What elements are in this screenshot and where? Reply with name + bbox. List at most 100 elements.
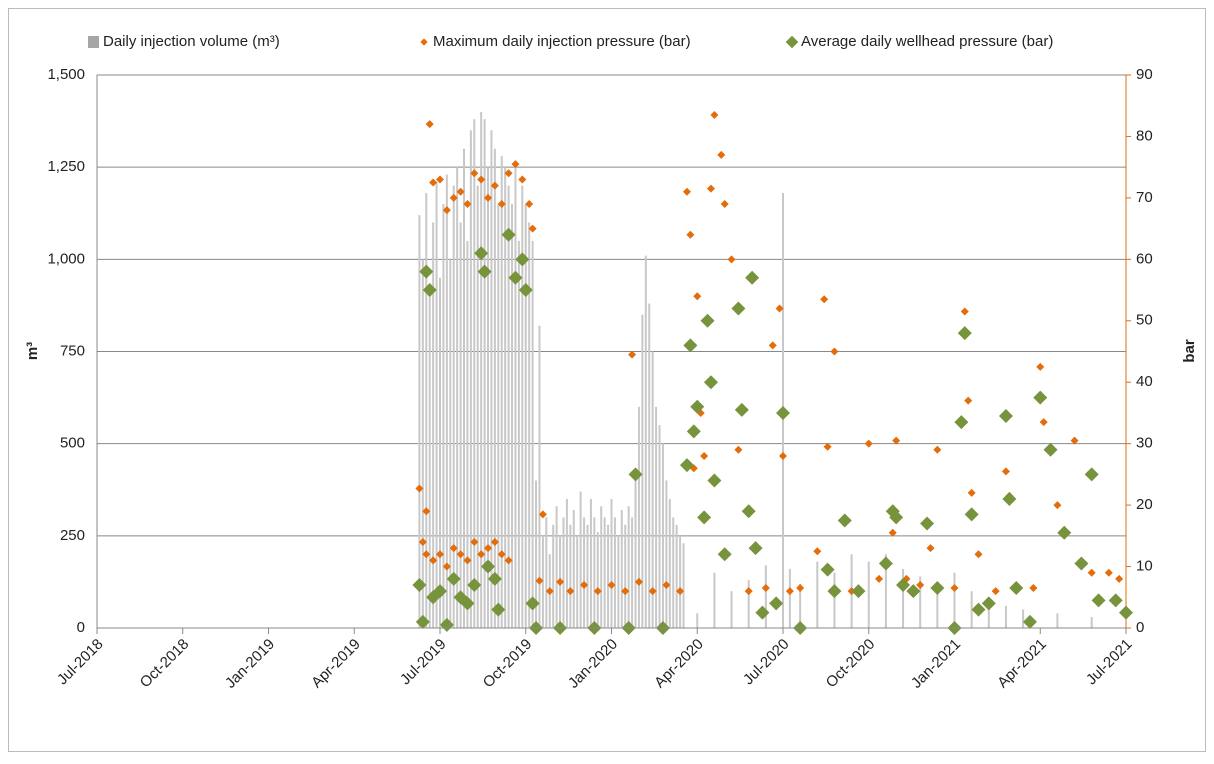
bar: [432, 222, 435, 628]
point: [830, 347, 839, 356]
bar: [919, 576, 922, 628]
point: [415, 614, 430, 629]
point: [422, 507, 431, 516]
bar: [631, 517, 634, 628]
point: [508, 270, 523, 285]
point: [422, 283, 437, 298]
point: [1087, 568, 1096, 577]
point: [776, 405, 790, 420]
bar: [473, 119, 476, 629]
x-tick-label: Oct-2018: [137, 636, 193, 692]
bar: [497, 204, 500, 629]
point: [446, 571, 461, 586]
bar: [445, 174, 448, 629]
point: [875, 574, 884, 583]
legend-marker: [420, 38, 428, 46]
point: [449, 544, 458, 553]
point: [481, 559, 496, 574]
point: [648, 587, 657, 596]
bar: [867, 561, 870, 628]
point: [690, 399, 705, 414]
point: [950, 584, 959, 593]
bar: [535, 480, 538, 628]
x-tick-label: Jan-2019: [222, 636, 278, 692]
bar: [428, 296, 431, 628]
bar: [713, 572, 716, 628]
x-tick-label: Oct-2020: [823, 636, 879, 692]
point: [607, 580, 616, 589]
bar: [613, 517, 616, 628]
point: [851, 584, 866, 599]
point: [1091, 593, 1106, 608]
y-tick-label: 500: [60, 435, 85, 452]
point: [1104, 568, 1113, 577]
point: [621, 587, 630, 596]
bar: [583, 517, 586, 628]
point: [769, 596, 784, 611]
point: [775, 304, 784, 313]
bar: [884, 554, 887, 628]
point: [477, 175, 486, 184]
point: [484, 193, 493, 202]
bar: [624, 524, 627, 628]
bar: [449, 259, 452, 628]
point: [1057, 525, 1072, 540]
point: [429, 556, 438, 565]
y2-tick-label: 20: [1136, 496, 1153, 513]
bar: [617, 535, 620, 628]
point: [967, 488, 976, 497]
y2-tick-label: 10: [1136, 558, 1153, 575]
point: [703, 375, 718, 390]
point: [442, 206, 451, 215]
bar: [593, 517, 596, 628]
point: [991, 587, 1000, 596]
point: [700, 313, 715, 328]
bar: [655, 406, 658, 628]
point: [682, 187, 691, 196]
bar: [579, 491, 582, 628]
bar: [504, 167, 507, 628]
point: [820, 295, 829, 304]
point: [717, 150, 726, 159]
point: [491, 602, 506, 617]
legend-label: Average daily wellhead pressure (bar): [801, 33, 1053, 50]
point: [837, 513, 852, 528]
bar: [528, 222, 531, 628]
point: [1084, 467, 1099, 482]
point: [957, 326, 972, 341]
y-tick-label: 750: [60, 342, 85, 359]
y-tick-label: 1,500: [47, 66, 85, 83]
point: [1029, 584, 1038, 593]
bar: [661, 443, 664, 628]
point: [504, 169, 513, 178]
y-tick-label: 1,250: [47, 158, 85, 175]
bar: [1004, 605, 1007, 628]
point: [662, 580, 671, 589]
point: [436, 550, 444, 559]
bar: [569, 524, 572, 628]
point: [628, 467, 643, 482]
bar: [469, 130, 472, 629]
point: [1115, 574, 1124, 583]
bar: [1022, 609, 1025, 628]
y2-tick-label: 30: [1136, 435, 1153, 452]
point: [1039, 418, 1048, 427]
bar: [511, 204, 514, 629]
point: [1036, 362, 1045, 371]
x-tick-label: Apr-2020: [651, 636, 707, 692]
point: [926, 544, 935, 553]
point: [820, 562, 835, 577]
point: [741, 504, 756, 519]
bar: [651, 351, 654, 628]
bar: [576, 535, 579, 628]
point: [504, 556, 513, 565]
bar: [572, 510, 575, 628]
x-tick-label: Jul-2019: [397, 636, 450, 689]
point: [501, 227, 516, 242]
point: [460, 596, 475, 611]
point: [971, 602, 986, 617]
bar: [634, 473, 637, 628]
point: [1033, 390, 1048, 405]
bar: [552, 524, 555, 628]
